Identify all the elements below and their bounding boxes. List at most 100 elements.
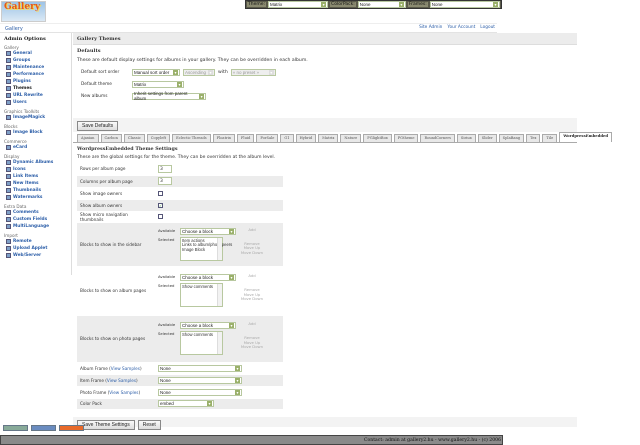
gallery2-badge[interactable] [31,425,56,431]
sidebar-item-label[interactable]: Dynamic Albums [13,160,54,165]
sidebar-item-label[interactable]: Custom Fields [13,217,48,222]
image-owners-checkbox[interactable] [158,190,163,196]
sidebar-item-label[interactable]: Thumbnails [13,188,42,193]
sidebar-item-maintenance[interactable]: Maintenance [4,64,67,71]
tab-carbon[interactable]: Carbon [100,134,122,142]
sidebar-item-label[interactable]: General [13,51,32,56]
colorpack-select[interactable]: None ▾ [357,1,406,8]
tab-copyleft[interactable]: Copyleft [146,134,171,142]
tab-floatrix[interactable]: Floatrix [212,134,235,142]
xhtml-badge[interactable] [3,425,28,431]
sidebar-item-themes[interactable]: Themes [4,85,67,92]
item-frame-select[interactable]: None ▾ [158,376,242,384]
micro-nav-checkbox[interactable] [158,214,163,219]
sidebar-item-label[interactable]: Web/Server [13,253,42,258]
sidebar-item-icons[interactable]: Icons [4,166,67,173]
sidebar-item-upload-applet[interactable]: Upload Applet [4,245,67,252]
logout-link[interactable]: Logout [480,25,495,30]
sidebar-item-label[interactable]: URL Rewrite [13,93,43,98]
tab-roundcorners[interactable]: RoundCorners [420,134,455,142]
powered-by-gallery-badge[interactable] [59,425,84,431]
tab-tex[interactable]: Tex [526,134,541,142]
photo-selected-list[interactable]: Show comments [180,331,223,355]
columns-input[interactable]: 3 [158,177,172,185]
album-available-select[interactable]: Choose a block ▾ [180,274,236,281]
site-admin-link[interactable]: Site Admin [419,25,443,30]
tab-hybrid[interactable]: Hybrid [295,134,317,142]
photo-move-down-button[interactable]: Move Down [240,344,264,350]
default-theme-select[interactable]: Matrix ▾ [132,80,184,88]
item-frame-view-samples-link[interactable]: View Samples [106,377,137,383]
photo-frame-view-samples-link[interactable]: View Samples [109,389,139,395]
sidebar-item-label[interactable]: Link Items [13,174,39,179]
photo-available-select[interactable]: Choose a block ▾ [180,322,236,329]
sidebar-item-label[interactable]: Image Block [13,130,43,135]
sidebar-item-url-rewrite[interactable]: URL Rewrite [4,92,67,99]
tab-splabang[interactable]: SplaBang [498,134,525,142]
tab-g1[interactable]: G1 [280,134,294,142]
sidebar-move-up-button[interactable]: Move Up [243,245,261,251]
album-owners-checkbox[interactable]: ✓ [158,202,163,208]
sidebar-item-thumbnails[interactable]: Thumbnails [4,187,67,194]
breadcrumb-gallery[interactable]: Gallery [5,26,23,32]
sidebar-move-down-button[interactable]: Move Down [240,249,264,255]
tab-siriux[interactable]: Siriux [456,134,476,142]
sidebar-item-image-block[interactable]: Image Block [4,129,67,136]
sidebar-item-label[interactable]: Watermarks [13,195,43,200]
sidebar-item-new-items[interactable]: New Items [4,180,67,187]
theme-select[interactable]: Matrix ▾ [268,1,329,8]
sidebar-item-link-items[interactable]: Link Items [4,173,67,180]
sidebar-item-label[interactable]: Users [13,100,27,105]
album-selected-list[interactable]: Show comments [180,283,223,307]
sidebar-remove-button[interactable]: Remove [244,240,260,246]
sidebar-item-label[interactable]: Performance [13,72,45,77]
tab-matrix[interactable]: Matrix [318,134,339,142]
tab-eclectic-threads[interactable]: Eclectic Threads [172,134,211,142]
color-pack-select[interactable]: embed ▾ [158,400,214,407]
sidebar-item-custom-fields[interactable]: Custom Fields [4,216,67,223]
sidebar-item-label[interactable]: New Items [13,181,39,186]
tab-slider[interactable]: Slider [477,134,497,142]
sidebar-item-label[interactable]: Icons [13,167,26,172]
photo-add-button[interactable]: Add [248,321,256,326]
sidebar-item-comments[interactable]: Comments [4,209,67,216]
sidebar-add-button[interactable]: Add [248,226,256,232]
sidebar-item-label[interactable]: eCard [13,145,28,150]
sidebar-item-plugins[interactable]: Plugins [4,78,67,85]
sidebar-available-select[interactable]: Choose a block ▾ [180,227,236,235]
sidebar-item-general[interactable]: General [4,50,67,57]
sidebar-item-label[interactable]: Plugins [13,79,31,84]
new-albums-select[interactable]: Inherit settings from parent album ▾ [132,91,206,101]
sidebar-item-multilanguage[interactable]: MultiLanguage [4,223,67,230]
sidebar-item-label[interactable]: Themes [13,86,32,91]
save-theme-settings-button[interactable]: Save Theme Settings [77,420,135,430]
album-move-down-button[interactable]: Move Down [240,296,264,302]
album-frame-view-samples-link[interactable]: View Samples [110,365,140,371]
album-add-button[interactable]: Add [248,273,256,278]
sidebar-item-label[interactable]: Upload Applet [13,246,48,251]
photo-frame-select[interactable]: None ▾ [158,388,242,396]
sidebar-item-label[interactable]: Maintenance [13,65,45,70]
sidebar-item-label[interactable]: Remote [13,239,32,244]
tab-classic[interactable]: Classic [123,134,145,142]
tab-fluid[interactable]: Fluid [236,134,255,142]
sort-order-select[interactable]: Manual sort order ▾ [132,68,180,76]
album-move-up-button[interactable]: Move Up [243,291,261,297]
tab-wordpressembedded[interactable]: WordpressEmbedded [559,132,613,142]
sidebar-item-label[interactable]: MultiLanguage [13,224,50,229]
sidebar-item-groups[interactable]: Groups [4,57,67,64]
your-account-link[interactable]: Your Account [447,25,476,30]
sidebar-item-users[interactable]: Users [4,99,67,106]
sidebar-item-label[interactable]: ImageMagick [13,115,46,120]
tab-forsale[interactable]: ForSale [256,134,279,142]
album-frame-select[interactable]: None ▾ [158,364,242,372]
sidebar-selected-list[interactable]: Item actions Links to album/photo peers … [180,236,232,261]
frames-select[interactable]: None ▾ [429,1,500,8]
sidebar-item-label[interactable]: Groups [13,58,31,63]
tab-ajaxian[interactable]: Ajaxian [77,134,99,142]
sidebar-item-ecard[interactable]: eCard [4,144,67,151]
sidebar-item-watermarks[interactable]: Watermarks [4,194,67,201]
sidebar-item-performance[interactable]: Performance [4,71,67,78]
sidebar-item-dynamic-albums[interactable]: Dynamic Albums [4,159,67,166]
rows-input[interactable]: 3 [158,164,172,173]
